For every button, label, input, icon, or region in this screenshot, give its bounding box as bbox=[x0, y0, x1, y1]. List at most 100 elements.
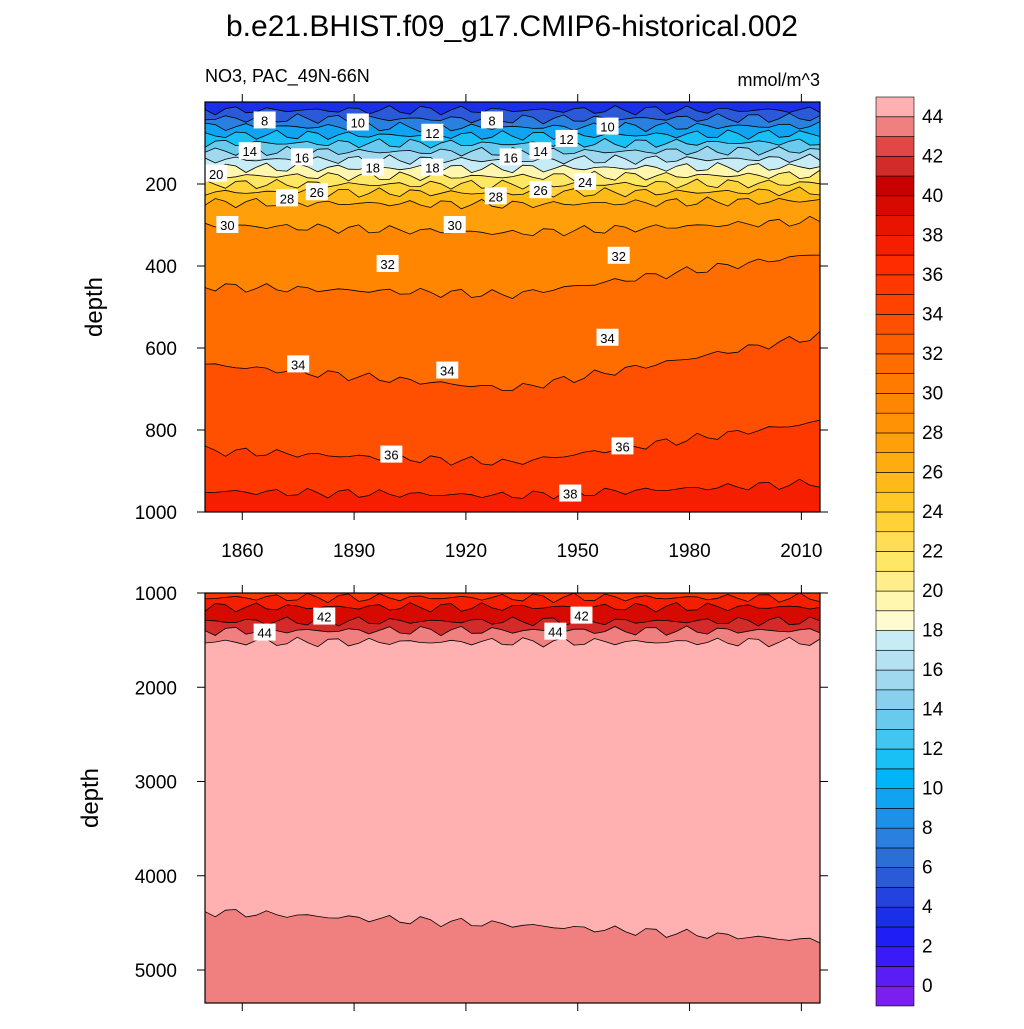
contour-label-text: 28 bbox=[280, 191, 294, 206]
colorbar-segment bbox=[875, 689, 915, 710]
isoline bbox=[205, 112, 820, 125]
colorbar-segment bbox=[875, 314, 915, 335]
colorbar-segment bbox=[875, 393, 915, 414]
contour-label-text: 30 bbox=[220, 218, 234, 233]
colorbar-segment bbox=[875, 728, 915, 750]
contour-label-bg bbox=[361, 158, 384, 176]
colorbar-segment bbox=[875, 630, 915, 651]
variable-region-label: NO3, PAC_49N-66N bbox=[205, 66, 370, 87]
colorbar-label: 12 bbox=[922, 739, 943, 760]
contour-label-text: 18 bbox=[365, 161, 379, 176]
colorbar-label: 2 bbox=[922, 937, 933, 958]
contour-label-bg bbox=[205, 164, 228, 182]
contour-label-bg bbox=[305, 183, 328, 201]
contour-label-bg bbox=[253, 623, 276, 641]
colorbar-segment bbox=[875, 195, 915, 216]
colorbar-segment bbox=[875, 610, 915, 631]
band-fill bbox=[205, 909, 820, 1003]
colorbar: 0246810121416182022242628303234363840424… bbox=[875, 96, 944, 1007]
colorbar-segment bbox=[875, 788, 915, 809]
contour-label: 26 bbox=[305, 183, 328, 201]
isoline bbox=[205, 909, 820, 944]
colorbar-label: 0 bbox=[922, 976, 933, 997]
colorbar-segment bbox=[875, 491, 915, 513]
upper-y-axis-label: depth bbox=[81, 277, 108, 337]
contour-label: 28 bbox=[276, 189, 298, 207]
colorbar-segment bbox=[875, 926, 915, 948]
colorbar-segment bbox=[875, 235, 915, 256]
contour-label: 12 bbox=[421, 123, 444, 141]
isoline bbox=[205, 169, 820, 182]
contour-label-bg bbox=[596, 117, 619, 135]
contour-label-bg bbox=[574, 172, 597, 190]
colorbar-segment bbox=[875, 748, 915, 770]
isoline bbox=[205, 138, 820, 149]
contour-label-text: 10 bbox=[351, 116, 365, 131]
colorbar-label: 24 bbox=[922, 502, 944, 523]
contour-label-text: 26 bbox=[533, 183, 547, 198]
contour-label-text: 14 bbox=[533, 144, 547, 159]
y-tick-label: 800 bbox=[145, 421, 177, 442]
contour-label-text: 12 bbox=[559, 132, 573, 147]
contour-label-bg bbox=[216, 216, 239, 233]
y-tick-label: 3000 bbox=[135, 773, 177, 794]
band-fill bbox=[205, 479, 820, 512]
contour-label: 18 bbox=[361, 158, 384, 176]
isoline bbox=[205, 254, 820, 299]
contour-label-bg bbox=[570, 606, 593, 624]
contour-label: 38 bbox=[559, 484, 582, 502]
colorbar-label: 30 bbox=[922, 383, 943, 404]
colorbar-segment bbox=[875, 985, 915, 1007]
contour-label-text: 8 bbox=[488, 113, 495, 128]
colorbar-segment bbox=[875, 175, 915, 197]
isoline bbox=[205, 636, 820, 648]
contour-label: 34 bbox=[287, 355, 310, 373]
x-tick-label: 1980 bbox=[668, 541, 710, 562]
colorbar-segment bbox=[875, 768, 915, 789]
colorbar-label: 10 bbox=[922, 779, 943, 800]
contour-label: 30 bbox=[443, 216, 466, 233]
contour-label-bg bbox=[529, 142, 552, 160]
colorbar-segment bbox=[875, 827, 915, 849]
isoline bbox=[205, 129, 820, 141]
contour-label-bg bbox=[607, 246, 630, 264]
colorbar-label: 22 bbox=[922, 542, 943, 563]
contour-label-text: 20 bbox=[209, 167, 223, 182]
colorbar-label: 14 bbox=[922, 700, 944, 721]
y-tick-label: 1000 bbox=[135, 503, 177, 524]
colorbar-segment bbox=[875, 946, 915, 967]
isoline bbox=[205, 121, 820, 133]
contour-label: 42 bbox=[570, 606, 593, 624]
isoline bbox=[205, 602, 820, 613]
isoline bbox=[205, 616, 820, 627]
contour-label-text: 42 bbox=[574, 609, 588, 624]
contour-label: 14 bbox=[529, 142, 552, 160]
colorbar-segment bbox=[875, 590, 915, 612]
isoline bbox=[205, 178, 820, 190]
upper-panel: 8 10 12 8 12 10 14 16 18 18 16 14 20 24 26 28 28 26 30 30 32… bbox=[135, 94, 828, 562]
x-tick-label: 1950 bbox=[557, 541, 599, 562]
contour-label-bg bbox=[421, 158, 444, 176]
contour-label: 44 bbox=[253, 623, 276, 641]
contour-label-bg bbox=[276, 189, 298, 207]
colorbar-segment bbox=[875, 867, 915, 888]
colorbar-label: 42 bbox=[922, 146, 943, 167]
contour-label-bg bbox=[611, 437, 634, 455]
contour-label-text: 18 bbox=[425, 161, 439, 176]
colorbar-segment bbox=[875, 649, 915, 671]
colorbar-segment bbox=[875, 412, 915, 434]
contour-label-text: 28 bbox=[488, 189, 502, 204]
colorbar-segment bbox=[875, 353, 915, 374]
contour-label: 26 bbox=[529, 181, 552, 199]
contour-label: 16 bbox=[499, 148, 522, 166]
y-tick-label: 4000 bbox=[135, 867, 177, 888]
contour-label-text: 44 bbox=[548, 625, 562, 640]
colorbar-segment bbox=[875, 570, 915, 592]
lower-y-axis-label: depth bbox=[77, 768, 104, 828]
colorbar-label: 26 bbox=[922, 463, 943, 484]
contour-label-text: 42 bbox=[317, 610, 331, 625]
contour-label: 32 bbox=[607, 246, 630, 264]
contour-label-text: 32 bbox=[380, 257, 394, 272]
colorbar-segment bbox=[875, 847, 915, 868]
